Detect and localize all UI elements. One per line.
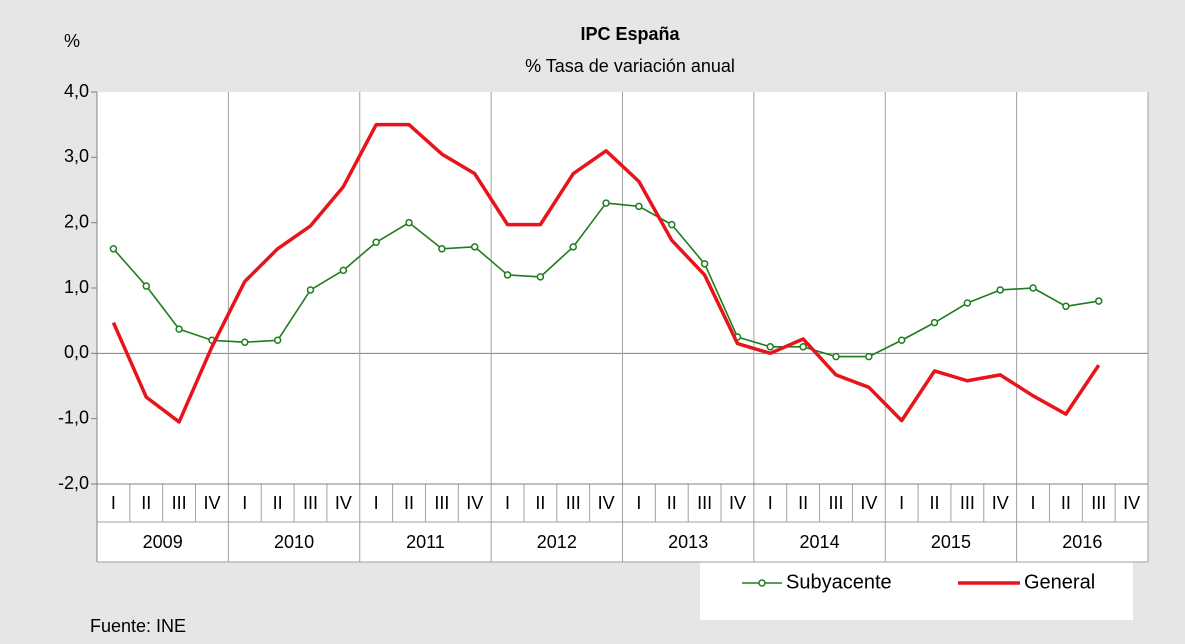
x-tick-label: III (172, 493, 187, 513)
source: Fuente: INE (90, 616, 186, 636)
series-marker (142, 282, 151, 290)
series-marker (339, 266, 348, 275)
y-tick-label: -2,0 (58, 473, 89, 493)
series-marker (1029, 284, 1037, 292)
x-tick-label: III (828, 493, 843, 513)
series-marker (1062, 302, 1070, 311)
x-tick-label: IV (598, 493, 615, 513)
x-tick-label: III (1091, 493, 1106, 513)
x-tick-label: IV (1123, 493, 1140, 513)
year-label: 2015 (931, 532, 971, 552)
x-tick-label: II (798, 493, 808, 513)
series-marker (109, 245, 118, 253)
legend-label: Subyacente (786, 571, 892, 593)
series-marker (897, 336, 906, 345)
series-marker (470, 243, 479, 251)
year-label: 2013 (668, 532, 708, 552)
series-marker (635, 202, 643, 211)
x-tick-label: II (535, 493, 545, 513)
series-marker (668, 220, 676, 229)
x-tick-label: II (273, 493, 283, 513)
year-label: 2012 (537, 532, 577, 552)
series-marker (963, 299, 972, 307)
y-tick-label: 4,0 (64, 81, 89, 101)
series-marker (438, 245, 446, 253)
x-tick-label: IV (203, 493, 220, 513)
x-tick-label: I (768, 493, 773, 513)
series-marker (1094, 297, 1103, 305)
x-tick-label: III (303, 493, 318, 513)
x-tick-label: IV (466, 493, 483, 513)
series-marker (799, 343, 807, 351)
series-marker (930, 318, 939, 327)
series-marker (175, 325, 183, 333)
year-label: 2014 (800, 532, 840, 552)
x-tick-label: II (667, 493, 677, 513)
x-tick-label: III (434, 493, 449, 513)
x-tick-label: II (404, 493, 414, 513)
legend-marker (758, 579, 766, 587)
series-marker (405, 218, 413, 227)
year-label: 2010 (274, 532, 314, 552)
year-label: 2016 (1062, 532, 1102, 552)
series-marker (503, 271, 512, 279)
x-tick-label: IV (335, 493, 352, 513)
y-tick-label: 3,0 (64, 146, 89, 166)
x-tick-label: II (141, 493, 151, 513)
series-line (111, 122, 1101, 424)
y-tick-label: 1,0 (64, 277, 89, 297)
x-tick-label: I (374, 493, 379, 513)
series-marker (372, 238, 380, 247)
series-marker (273, 336, 282, 345)
y-tick-label: 0,0 (64, 342, 89, 362)
x-tick-label: IV (729, 493, 746, 513)
x-tick-label: I (1031, 493, 1036, 513)
x-tick-label: I (111, 493, 116, 513)
series-marker (569, 243, 577, 251)
series-marker (865, 352, 873, 361)
x-tick-label: II (930, 493, 940, 513)
year-label: 2011 (406, 532, 445, 552)
x-tick-label: III (960, 493, 975, 513)
x-tick-label: I (505, 493, 510, 513)
x-tick-label: I (899, 493, 904, 513)
x-tick-label: III (697, 493, 712, 513)
x-tick-label: I (636, 493, 641, 513)
y-tick-label: 2,0 (64, 211, 89, 231)
series-marker (700, 260, 709, 268)
chart-title: IPC España (580, 24, 680, 44)
series-marker (306, 286, 315, 294)
year-label: 2009 (143, 532, 183, 552)
y-tick-label: -1,0 (58, 407, 89, 427)
chart-subtitle: % Tasa de variación anual (525, 56, 735, 76)
x-tick-label: II (1061, 493, 1071, 513)
x-tick-label: III (566, 493, 581, 513)
y-axis-label: % (64, 31, 80, 51)
x-tick-label: I (242, 493, 247, 513)
series-marker (602, 199, 610, 207)
legend-box (700, 548, 1133, 620)
x-tick-label: IV (992, 493, 1009, 513)
legend-label: General (1024, 571, 1095, 593)
series-marker (996, 286, 1004, 294)
series-marker (832, 352, 840, 361)
series-marker (241, 338, 249, 346)
series-marker (536, 273, 545, 281)
series-marker (766, 343, 775, 351)
x-tick-label: IV (860, 493, 877, 513)
